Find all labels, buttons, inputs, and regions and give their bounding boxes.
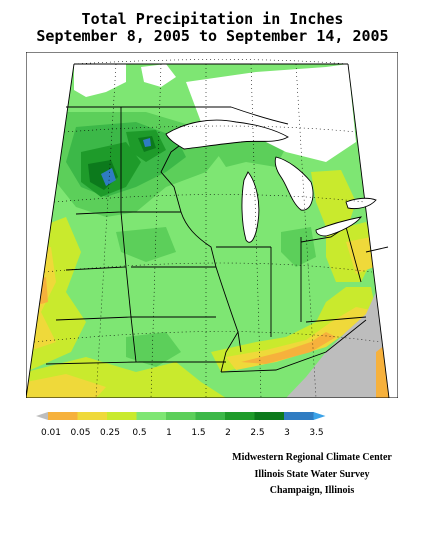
credit-line-2: Illinois State Water Survey: [254, 469, 370, 480]
legend-label: 1.5: [191, 428, 205, 438]
legend-label: 0.25: [100, 428, 120, 438]
legend-swatch: [77, 412, 108, 420]
map-date-range: September 8, 2005 to September 14, 2005: [36, 27, 389, 45]
legend-label: 1: [166, 428, 172, 438]
graticule: [33, 59, 382, 398]
legend-label: 0.05: [70, 428, 90, 438]
legend-swatch: [195, 412, 226, 420]
legend-label: 3.5: [309, 428, 323, 438]
legend-label: 3: [284, 428, 290, 438]
legend-swatch: [136, 412, 167, 420]
map-title: Total Precipitation in Inches: [81, 10, 344, 28]
precipitation-map: [26, 52, 398, 398]
legend-swatch: [225, 412, 255, 420]
legend-colorbar: 0.01 0.05 0.25 0.5 1 1.5 2 2.5 3 3.5: [36, 412, 326, 438]
credit-line-3: Champaign, Illinois: [269, 485, 355, 496]
legend-swatch: [166, 412, 196, 420]
legend-label: 2.5: [250, 428, 264, 438]
legend-arrow-low: [36, 412, 48, 420]
legend-arrow-high: [313, 412, 326, 420]
boundary-lines: [26, 63, 390, 398]
legend-label: 0.5: [132, 428, 146, 438]
legend-swatch: [48, 412, 78, 420]
legend-swatch: [107, 412, 137, 420]
credit-line-1: Midwestern Regional Climate Center: [232, 452, 392, 463]
legend-label: 2: [225, 428, 231, 438]
legend-swatch: [254, 412, 285, 420]
legend-label: 0.01: [41, 428, 61, 438]
legend-swatch: [284, 412, 314, 420]
